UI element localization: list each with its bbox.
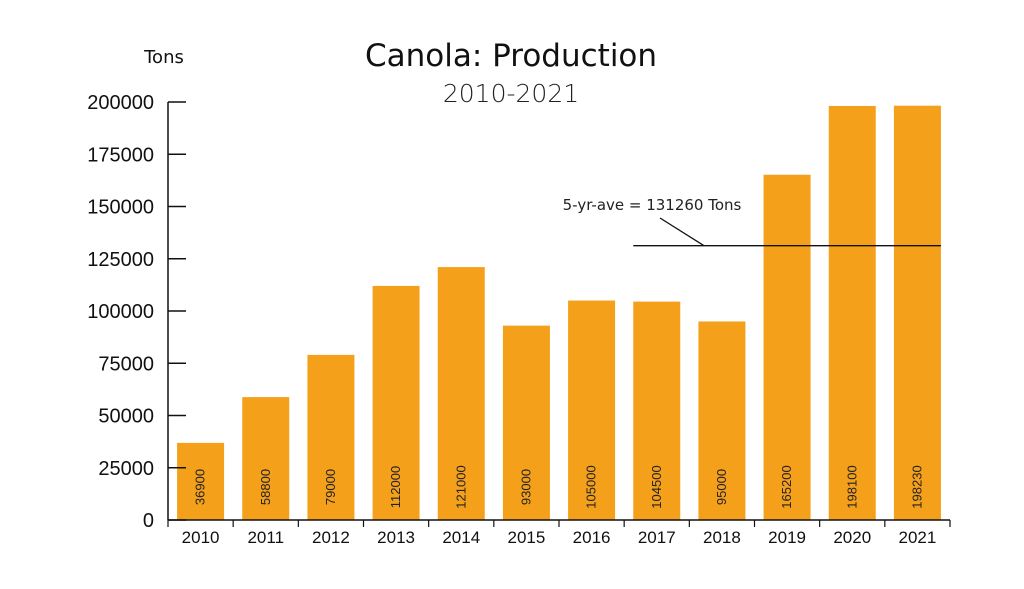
x-tick-label: 2010: [182, 528, 220, 547]
y-tick-label: 50000: [98, 406, 154, 428]
bar: [698, 321, 746, 520]
y-tick-label: 150000: [87, 197, 154, 219]
bar-value-label: 36900: [193, 469, 208, 505]
x-tick-label: 2014: [442, 528, 480, 547]
bar: [633, 301, 681, 520]
bar-value-label: 95000: [714, 469, 729, 505]
x-tick-label: 2020: [833, 528, 871, 547]
average-leader-line: [659, 217, 705, 247]
x-tick-label: 2016: [573, 528, 611, 547]
y-tick-label: 0: [143, 510, 154, 532]
bar: [372, 285, 420, 520]
bar-value-label: 198100: [844, 465, 859, 508]
y-tick-label: 100000: [87, 301, 154, 323]
x-tick-label: 2015: [508, 528, 546, 547]
x-tick-label: 2017: [638, 528, 676, 547]
average-reference-line: 5-yr-ave = 131260 Tons: [563, 196, 941, 247]
y-tick-label: 75000: [98, 353, 154, 375]
bar-value-label: 198230: [909, 465, 924, 508]
bar: [177, 442, 225, 520]
bar-value-label: 58800: [258, 469, 273, 505]
bar-value-label: 112000: [388, 466, 403, 508]
bars-group: 36900 58800 79000 112000 121000 93000 105000 10…: [177, 105, 941, 520]
bar: [307, 354, 355, 520]
chart-subtitle: 2010-2021: [443, 79, 579, 108]
bar-value-label: 104500: [649, 465, 664, 508]
bar-value-label: 121000: [453, 465, 468, 508]
bar: [893, 105, 941, 520]
y-tick-label: 25000: [98, 458, 154, 480]
bar: [242, 397, 290, 520]
y-axis: 0 25000 50000 75000 100000 125000 150000 175000…: [87, 92, 186, 532]
bar-value-label: 79000: [323, 469, 338, 505]
x-tick-label: 2018: [703, 528, 741, 547]
x-tick-label: 2013: [377, 528, 415, 547]
bar: [763, 174, 811, 520]
bar-value-label: 105000: [584, 465, 599, 508]
y-tick-label: 125000: [87, 249, 154, 271]
bar-value-label: 93000: [518, 469, 533, 505]
x-tick-label: 2011: [247, 528, 284, 547]
y-tick-label: 200000: [87, 92, 154, 114]
x-axis: 2010 2011 2012 2013 2014 2015 2016 2017 2018 2019…: [167, 519, 951, 547]
x-tick-label: 2019: [768, 528, 806, 547]
bar: [502, 325, 550, 520]
x-tick-label: 2021: [899, 528, 937, 547]
x-tick-label: 2012: [312, 528, 350, 547]
bar: [437, 267, 485, 520]
bar: [568, 300, 616, 520]
bar-value-label: 165200: [779, 465, 794, 508]
average-label: 5-yr-ave = 131260 Tons: [563, 196, 742, 214]
bar: [828, 105, 876, 520]
y-tick-label: 175000: [87, 144, 154, 166]
y-axis-unit-label: Tons: [143, 47, 184, 68]
chart-title: Canola: Production: [365, 38, 657, 74]
